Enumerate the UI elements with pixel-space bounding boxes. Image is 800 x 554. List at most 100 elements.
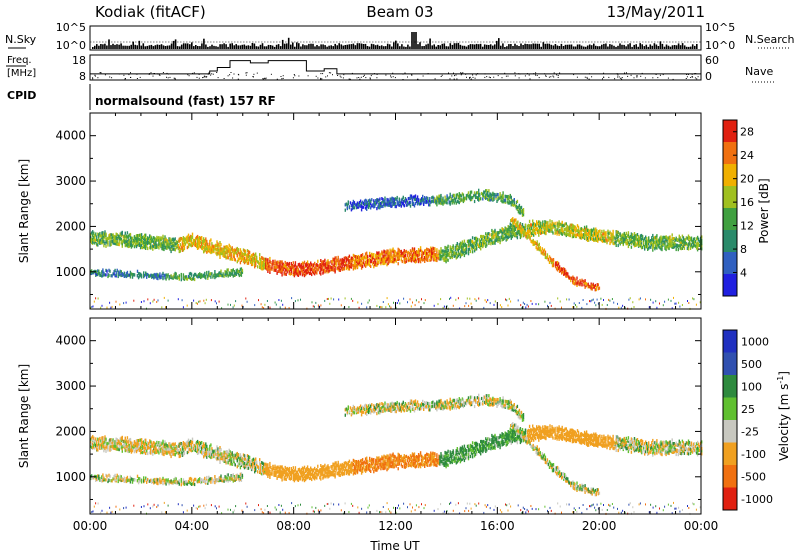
nsky-bar (661, 43, 664, 49)
power-cell (596, 231, 598, 235)
nave-dot (602, 78, 603, 80)
power-cell (586, 232, 589, 237)
power-cell (623, 231, 625, 236)
velocity-cell (103, 449, 105, 453)
power-cell (367, 260, 369, 264)
nsky-bar (431, 45, 433, 49)
power-cell (131, 236, 134, 240)
power-cell (409, 196, 412, 201)
power-cell (348, 267, 351, 271)
power-cell (509, 222, 511, 226)
nave-dot (256, 72, 258, 74)
power-cell (621, 237, 623, 241)
power-cell (391, 258, 393, 262)
power-cell (531, 239, 533, 244)
power-cell (463, 243, 466, 247)
power-cell (606, 241, 608, 245)
power-cell (494, 241, 496, 245)
power-cell (347, 202, 349, 206)
nsky-bar (166, 45, 169, 49)
power-cell (409, 256, 412, 261)
velocity-cell (145, 440, 147, 444)
velocity-cell (97, 444, 99, 448)
power-cell (679, 305, 681, 308)
power-cell (125, 243, 127, 247)
power-cell (107, 240, 109, 245)
power-cell (312, 305, 314, 308)
power-cell (305, 262, 308, 266)
power-cell (462, 242, 465, 246)
nave-dot (553, 76, 555, 78)
nsky-bar (457, 42, 460, 49)
power-cell (661, 241, 663, 245)
nsky-strip: 10^5 10^0 10^5 10^0 N.Sky N.Search (5, 21, 795, 52)
power-cell (315, 266, 317, 270)
nsky-bar (358, 43, 361, 49)
power-cell (137, 234, 140, 238)
power-cell (392, 202, 394, 206)
power-cell (103, 244, 105, 248)
power-cell (622, 233, 624, 237)
power-cell (552, 221, 554, 225)
power-cell (302, 268, 305, 272)
power-cell (444, 258, 446, 262)
power-cell (213, 273, 215, 277)
nave-dot (550, 76, 552, 78)
nave-dot (490, 77, 491, 79)
power-cell (557, 230, 559, 234)
power-cell (200, 236, 202, 240)
power-cell (245, 297, 247, 300)
power-cell (568, 227, 570, 231)
nsky-bar (520, 43, 522, 49)
power-cell (191, 277, 194, 281)
power-cell (427, 200, 429, 204)
power-cell (431, 196, 433, 200)
power-cell (299, 266, 302, 270)
power-cell (471, 196, 474, 200)
power-cell (403, 249, 405, 253)
power-cell (679, 246, 681, 250)
power-cell (634, 241, 637, 245)
nsky-bar (588, 44, 591, 49)
power-cell (683, 243, 686, 247)
power-cell (389, 201, 391, 205)
power-cell (585, 225, 588, 229)
nsky-bar (411, 32, 413, 49)
power-cell (231, 269, 233, 273)
power-cell (504, 232, 506, 236)
power-cell (414, 194, 417, 198)
power-cell (634, 234, 637, 238)
nave-dot (365, 77, 367, 79)
power-cell (538, 242, 540, 246)
nsky-bar (203, 38, 205, 49)
power-cell (607, 238, 609, 242)
power-cell (200, 240, 202, 244)
power-cell (413, 256, 416, 260)
power-cell (662, 238, 664, 243)
power-cell (116, 242, 118, 246)
power-cell (276, 260, 278, 264)
velocity-cell (123, 443, 125, 447)
power-cell (696, 235, 699, 239)
power-cell (546, 221, 548, 225)
power-cell (393, 260, 395, 264)
power-cell (393, 201, 395, 205)
power-cell (373, 253, 375, 257)
power-cell (460, 242, 463, 246)
power-cell (633, 236, 636, 240)
nave-dot (263, 78, 265, 80)
power-cell (563, 228, 565, 232)
power-cell (362, 258, 365, 262)
velocity-cell (141, 451, 144, 455)
power-cell (193, 239, 196, 243)
power-cell (513, 201, 515, 205)
power-cell (501, 194, 503, 198)
velocity-cell (94, 446, 96, 450)
power-cell (250, 262, 253, 267)
velocity-cell (116, 438, 118, 442)
power-cell (449, 256, 451, 260)
power-cell (608, 298, 610, 301)
power-cell (544, 300, 546, 303)
power-cell (197, 236, 200, 240)
power-cell (471, 247, 474, 251)
